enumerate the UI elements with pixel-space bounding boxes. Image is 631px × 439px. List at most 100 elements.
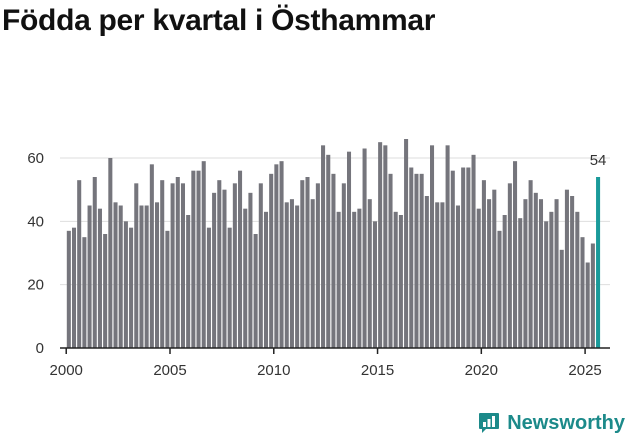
newsworthy-icon	[479, 413, 500, 433]
bar	[113, 202, 118, 348]
bar	[580, 237, 585, 348]
bar	[243, 208, 248, 348]
bar	[155, 202, 160, 348]
x-tick-label: 2015	[361, 362, 394, 379]
bar	[549, 211, 554, 348]
x-tick-label: 2000	[50, 362, 83, 379]
bar	[538, 199, 544, 348]
bar	[232, 183, 237, 348]
y-tick-label: 60	[27, 150, 44, 167]
bar	[149, 164, 154, 348]
bar	[383, 145, 388, 348]
bar	[82, 237, 87, 348]
bar	[554, 199, 559, 348]
bar	[289, 199, 294, 348]
bar	[222, 189, 227, 348]
bar	[430, 145, 435, 348]
bar	[393, 211, 398, 348]
bar	[201, 161, 206, 348]
bar	[533, 192, 538, 348]
bar	[253, 234, 258, 348]
bar	[66, 230, 71, 348]
bar	[175, 177, 180, 348]
bar	[123, 221, 128, 348]
bar	[206, 227, 211, 348]
bar	[440, 202, 445, 348]
bar	[295, 205, 300, 348]
bar	[103, 234, 108, 348]
bar	[248, 192, 253, 348]
bar	[144, 205, 149, 348]
bar	[269, 173, 274, 348]
labels: 54	[590, 152, 607, 169]
bar	[492, 189, 497, 348]
bar	[341, 183, 346, 348]
y-tick-label: 40	[27, 213, 44, 230]
bar	[507, 183, 512, 348]
bar	[523, 199, 528, 348]
newsworthy-logo: Newsworthy	[477, 411, 625, 435]
axes: 0 20 40 60 2000 2005 2010 2015 2020 2025	[27, 150, 610, 379]
bar	[590, 243, 595, 348]
bar	[118, 205, 123, 348]
y-tick-label: 0	[36, 340, 44, 357]
x-tick-label: 2025	[568, 362, 601, 379]
bar	[321, 145, 326, 348]
bar	[435, 202, 440, 348]
bar	[186, 215, 191, 348]
bar	[388, 173, 393, 348]
bar	[570, 196, 575, 348]
bar	[284, 202, 289, 348]
bar	[502, 215, 507, 348]
bar	[544, 221, 549, 348]
bar	[108, 158, 113, 348]
bar-series	[66, 139, 601, 348]
bar	[92, 177, 97, 348]
bar	[404, 139, 409, 348]
bar	[414, 173, 419, 348]
bar	[346, 151, 352, 348]
chart-title: Födda per kvartal i Östhammar	[2, 4, 436, 37]
x-tick-label: 2005	[153, 362, 186, 379]
bar	[357, 208, 362, 348]
bar	[196, 170, 201, 348]
bar	[466, 167, 471, 348]
bar	[180, 183, 185, 348]
bar	[461, 167, 466, 348]
bar	[513, 161, 518, 348]
bar	[263, 211, 269, 348]
bar	[398, 215, 403, 348]
bar	[331, 173, 336, 348]
bar	[575, 211, 580, 348]
bar	[160, 180, 165, 348]
bar	[129, 227, 134, 348]
bar	[372, 221, 377, 348]
bar	[497, 230, 502, 348]
brand-name: Newsworthy	[507, 411, 625, 434]
bar	[450, 170, 455, 348]
bar	[227, 227, 232, 348]
bar	[77, 180, 82, 348]
highlight-value-label: 54	[590, 152, 607, 169]
bar	[71, 227, 77, 348]
bar	[352, 211, 357, 348]
bar	[165, 230, 170, 348]
bar	[191, 170, 196, 348]
bar	[487, 199, 492, 348]
bar	[305, 177, 310, 348]
bar	[367, 199, 372, 348]
bar	[274, 164, 279, 348]
bar	[455, 205, 460, 348]
bar	[362, 148, 367, 348]
bar	[336, 211, 341, 348]
bar	[481, 180, 486, 348]
bar	[424, 196, 429, 348]
bar	[518, 218, 523, 348]
bar	[564, 189, 569, 348]
bar	[97, 208, 102, 348]
bar	[419, 173, 424, 348]
bar	[585, 262, 590, 348]
bar-highlight	[596, 177, 601, 348]
bar	[471, 154, 476, 348]
